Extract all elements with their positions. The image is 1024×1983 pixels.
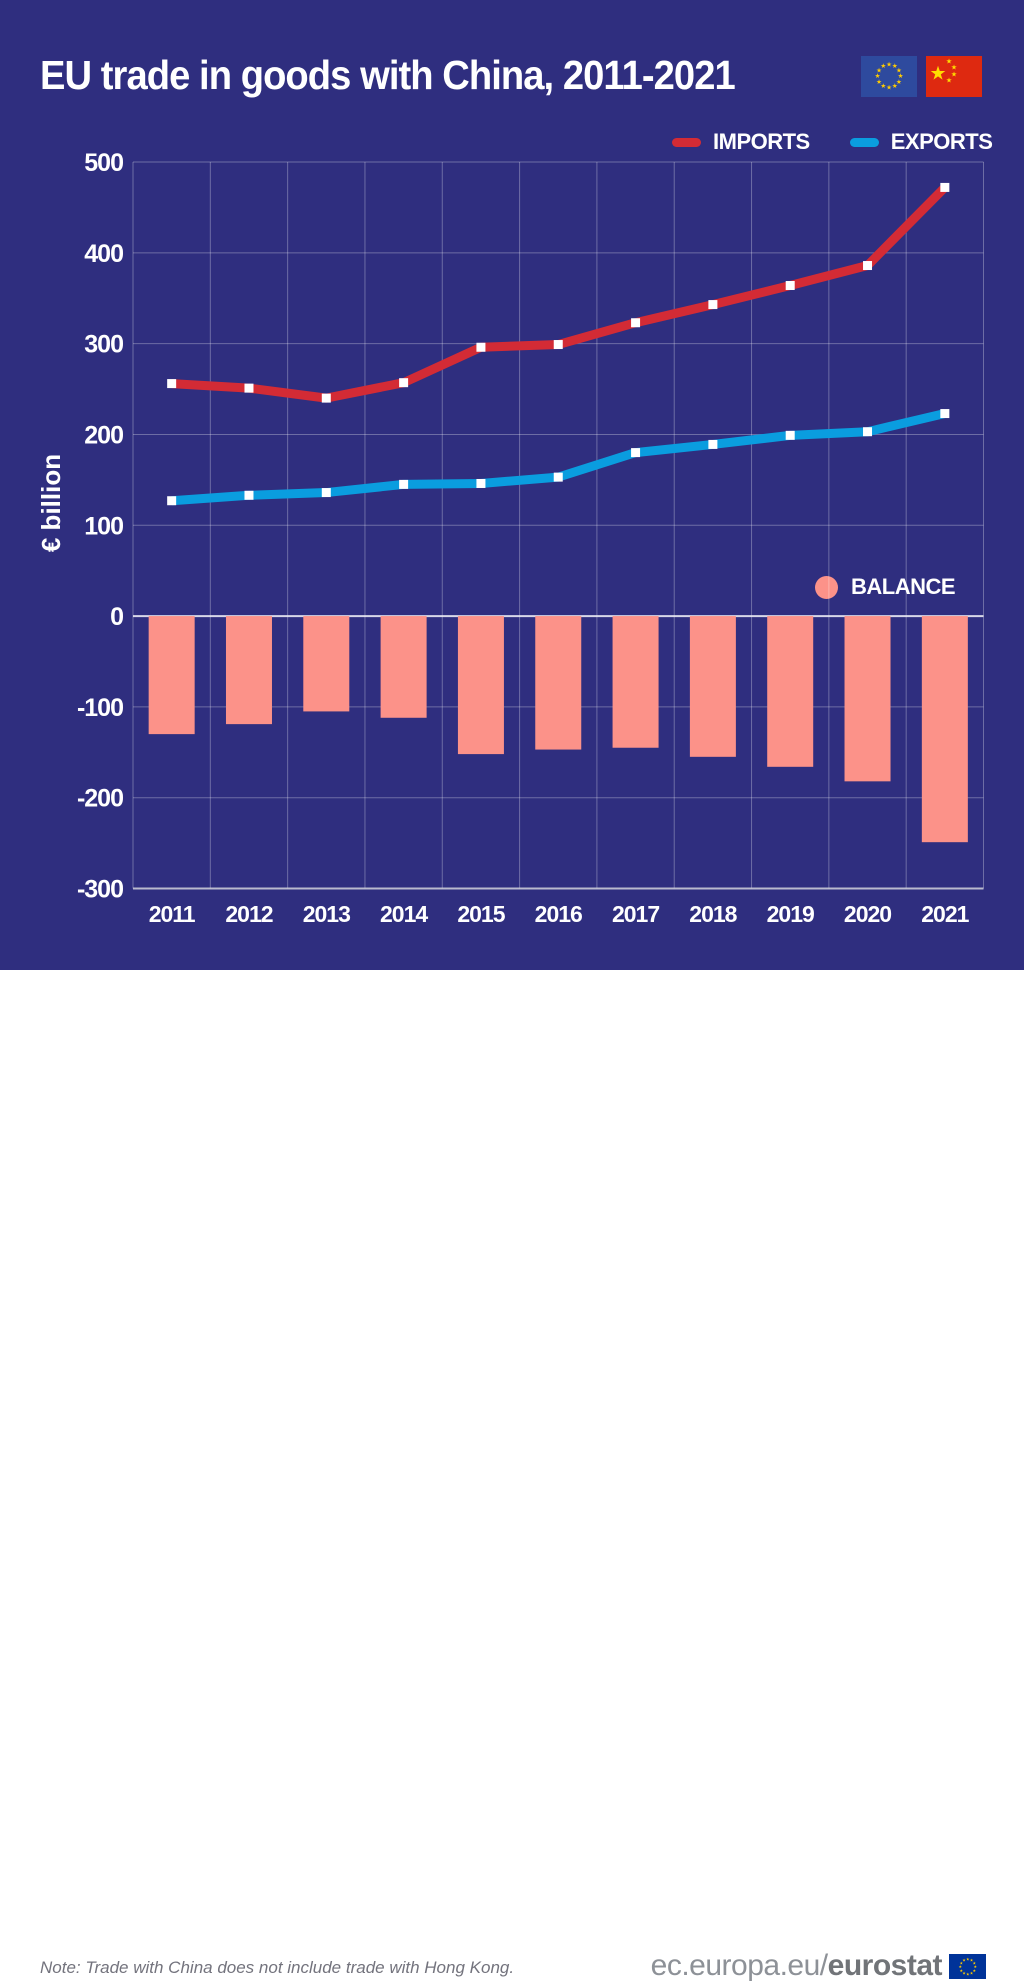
exports-marker bbox=[863, 427, 873, 437]
eu-flag-star: ★ bbox=[876, 78, 882, 86]
header-flags: ★ ★ ★ ★ ★ ★ ★ ★ ★ ★ ★ ★ ★ ★ ★ ★ ★ bbox=[861, 56, 982, 97]
eu-flag-star: ★ bbox=[880, 82, 886, 90]
balance-bar bbox=[457, 616, 504, 755]
eu-flag-star: ★ bbox=[876, 66, 882, 74]
imports-marker bbox=[553, 340, 563, 350]
x-year-label: 2021 bbox=[921, 901, 969, 927]
eu-flag-icon: ★ ★★★★★★★★★★★ bbox=[949, 1953, 986, 1979]
imports-marker bbox=[785, 281, 795, 291]
x-year-label: 2015 bbox=[457, 901, 505, 927]
y-axis-title: € billion bbox=[36, 454, 66, 552]
imports-marker bbox=[631, 318, 641, 328]
legend-balance: BALANCE bbox=[815, 574, 956, 600]
imports-marker bbox=[321, 393, 331, 403]
y-tick-label: 300 bbox=[84, 331, 123, 359]
exports-marker bbox=[631, 448, 641, 458]
balance-bar bbox=[148, 616, 195, 735]
balance-bar bbox=[689, 616, 736, 757]
y-tick-label: -200 bbox=[77, 785, 123, 813]
exports-line bbox=[167, 409, 950, 506]
svg-text:★: ★ bbox=[946, 58, 952, 66]
legend-exports-label: EXPORTS bbox=[890, 129, 993, 154]
imports-marker bbox=[940, 182, 950, 192]
imports-marker bbox=[244, 383, 254, 393]
exports-marker bbox=[708, 439, 718, 449]
svg-text:★: ★ bbox=[946, 77, 952, 85]
svg-text:★: ★ bbox=[929, 64, 946, 85]
footer-band: Note: Trade with China does not include … bbox=[0, 970, 1024, 1982]
x-year-label: 2016 bbox=[535, 901, 582, 927]
imports-marker bbox=[863, 261, 873, 271]
eu-flag-icon: ★ ★★★★★★★★★★★ bbox=[861, 56, 917, 97]
page-title: EU trade in goods with China, 2011-2021 bbox=[40, 52, 736, 98]
legend-lines: IMPORTS EXPORTS bbox=[672, 129, 993, 155]
svg-text:★: ★ bbox=[951, 64, 957, 72]
eu-flag-star: ★ bbox=[886, 61, 892, 69]
balance-bar bbox=[303, 616, 350, 712]
y-tick-label: -300 bbox=[77, 876, 123, 904]
eu-flag-star: ★ bbox=[875, 72, 881, 80]
x-axis-year-labels: 2011 2012 2013 2014 2015 2016 2017 2018 2019 2020… bbox=[149, 901, 971, 927]
balance-bar bbox=[612, 616, 659, 748]
exports-marker bbox=[399, 479, 409, 489]
x-year-label: 2014 bbox=[380, 901, 428, 927]
balance-bar bbox=[767, 616, 814, 767]
x-year-label: 2018 bbox=[689, 901, 737, 927]
balance-bar bbox=[844, 616, 891, 782]
imports-marker bbox=[708, 300, 718, 310]
y-tick-label: 0 bbox=[110, 603, 123, 631]
imports-line bbox=[167, 182, 950, 403]
svg-text:★: ★ bbox=[951, 71, 957, 79]
x-year-label: 2011 bbox=[149, 901, 196, 927]
exports-marker bbox=[940, 409, 950, 419]
site-bold: eurostat bbox=[827, 1949, 943, 1982]
legend-balance-label: BALANCE bbox=[851, 574, 956, 599]
balance-bars bbox=[148, 616, 968, 843]
balance-swatch-icon bbox=[815, 575, 838, 599]
x-year-label: 2013 bbox=[303, 901, 350, 927]
balance-bar bbox=[921, 616, 968, 843]
footnote: Note: Trade with China does not include … bbox=[40, 1958, 515, 1977]
imports-marker bbox=[476, 342, 486, 352]
eu-flag-star: ★ bbox=[886, 84, 892, 92]
balance-bar bbox=[380, 616, 427, 718]
eu-flag-star: ★ bbox=[880, 62, 886, 70]
y-tick-label: 400 bbox=[84, 240, 123, 268]
exports-marker bbox=[476, 478, 486, 488]
eu-flag-star: ★ bbox=[896, 66, 902, 74]
y-axis-tick-labels: 500 400 300 200 100 0 -100 -200 -300 bbox=[77, 149, 124, 904]
y-tick-label: -100 bbox=[77, 694, 123, 722]
site-prefix: ec.europa.eu/ bbox=[650, 1949, 828, 1982]
exports-marker bbox=[785, 430, 795, 440]
exports-line-swatch-icon bbox=[849, 137, 879, 147]
eu-flag-star: ★ bbox=[892, 82, 898, 90]
exports-marker bbox=[321, 488, 331, 498]
y-tick-label: 100 bbox=[84, 512, 123, 540]
imports-marker bbox=[399, 378, 409, 388]
china-flag-icon: ★ ★ ★ ★ ★ bbox=[926, 56, 982, 97]
eu-flag-star: ★ bbox=[896, 78, 902, 86]
x-year-label: 2012 bbox=[225, 901, 272, 927]
legend-imports-label: IMPORTS bbox=[713, 129, 810, 154]
exports-marker bbox=[553, 472, 563, 482]
x-year-label: 2017 bbox=[612, 901, 659, 927]
exports-marker bbox=[244, 490, 254, 500]
eurostat-website-link[interactable]: ec.europa.eu/eurostat ★ ★ ★ ★ ★ ★ ★ ★ ★ ★ ★ ★ bbox=[651, 1949, 986, 1983]
trade-chart: 500 400 300 200 100 0 -100 -200 -300 2011 2012 2013… bbox=[36, 149, 984, 927]
imports-line-swatch-icon bbox=[672, 137, 701, 147]
y-tick-label: 200 bbox=[84, 421, 123, 449]
x-year-label: 2020 bbox=[844, 901, 891, 927]
eu-flag-star: ★ bbox=[898, 72, 904, 80]
balance-bar bbox=[225, 616, 272, 725]
eu-flag-star: ★ bbox=[892, 62, 898, 70]
imports-marker bbox=[167, 379, 177, 389]
balance-bar bbox=[535, 616, 582, 750]
x-year-label: 2019 bbox=[767, 901, 814, 927]
y-tick-label: 500 bbox=[84, 149, 123, 177]
exports-marker bbox=[167, 496, 177, 506]
